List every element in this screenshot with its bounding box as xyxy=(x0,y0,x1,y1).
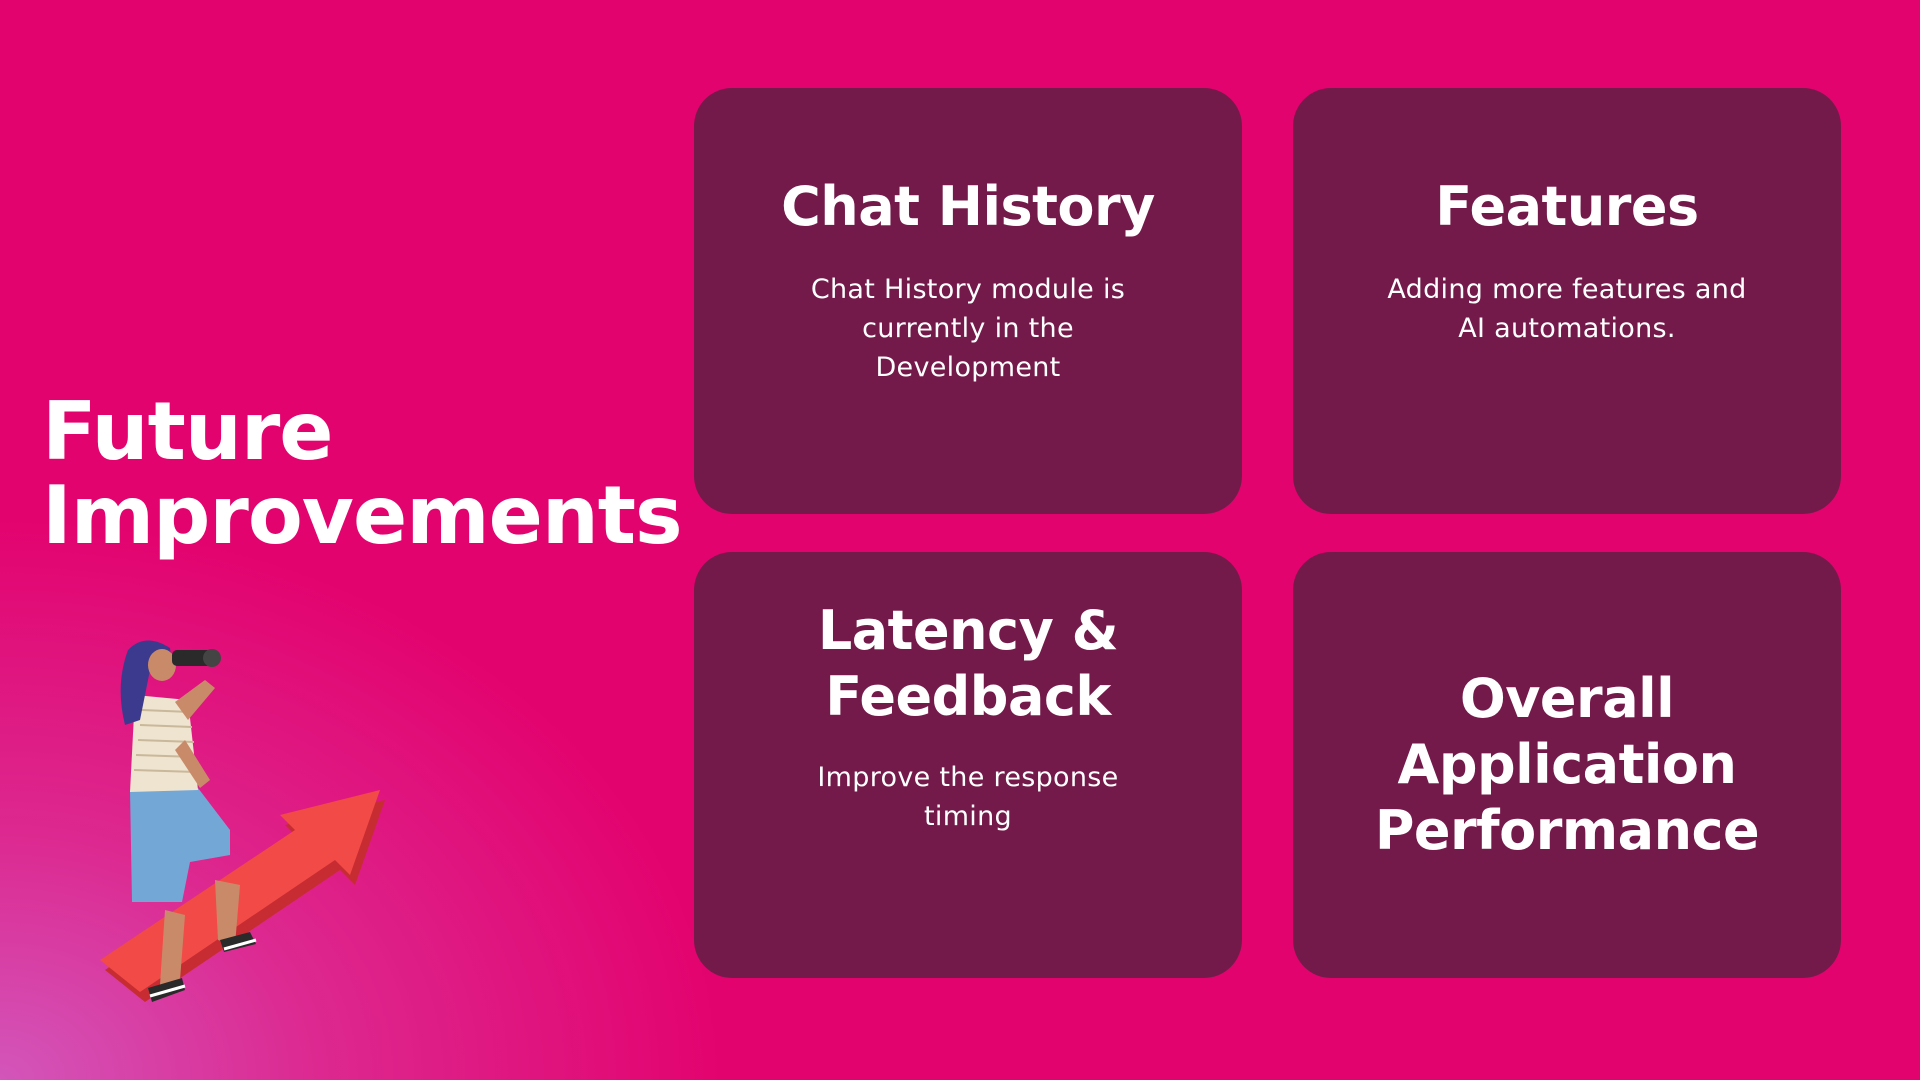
slide-title-line-2: Improvements xyxy=(42,469,683,562)
person-figure xyxy=(120,640,257,1002)
card-title: Chat History xyxy=(781,175,1155,238)
card-description: Improve the response timing xyxy=(817,762,1119,832)
climbing-person-illustration xyxy=(90,640,410,1020)
slide-title: Future Improvements xyxy=(42,385,683,562)
card-latency-feedback: Latency & Feedback Improve the response … xyxy=(694,552,1242,978)
card-title: Overall Application Performance xyxy=(1374,667,1760,862)
card-chat-history: Chat History Chat History module is curr… xyxy=(694,88,1242,514)
card-title: Latency & Feedback xyxy=(817,599,1119,728)
card-title: Features xyxy=(1435,175,1699,238)
slide-title-line-1: Future xyxy=(42,385,334,478)
card-description: Chat History module is currently in the … xyxy=(810,274,1126,383)
card-description: Adding more features and AI automations. xyxy=(1387,274,1747,344)
card-features: Features Adding more features and AI aut… xyxy=(1293,88,1841,514)
card-overall-performance: Overall Application Performance xyxy=(1293,552,1841,978)
